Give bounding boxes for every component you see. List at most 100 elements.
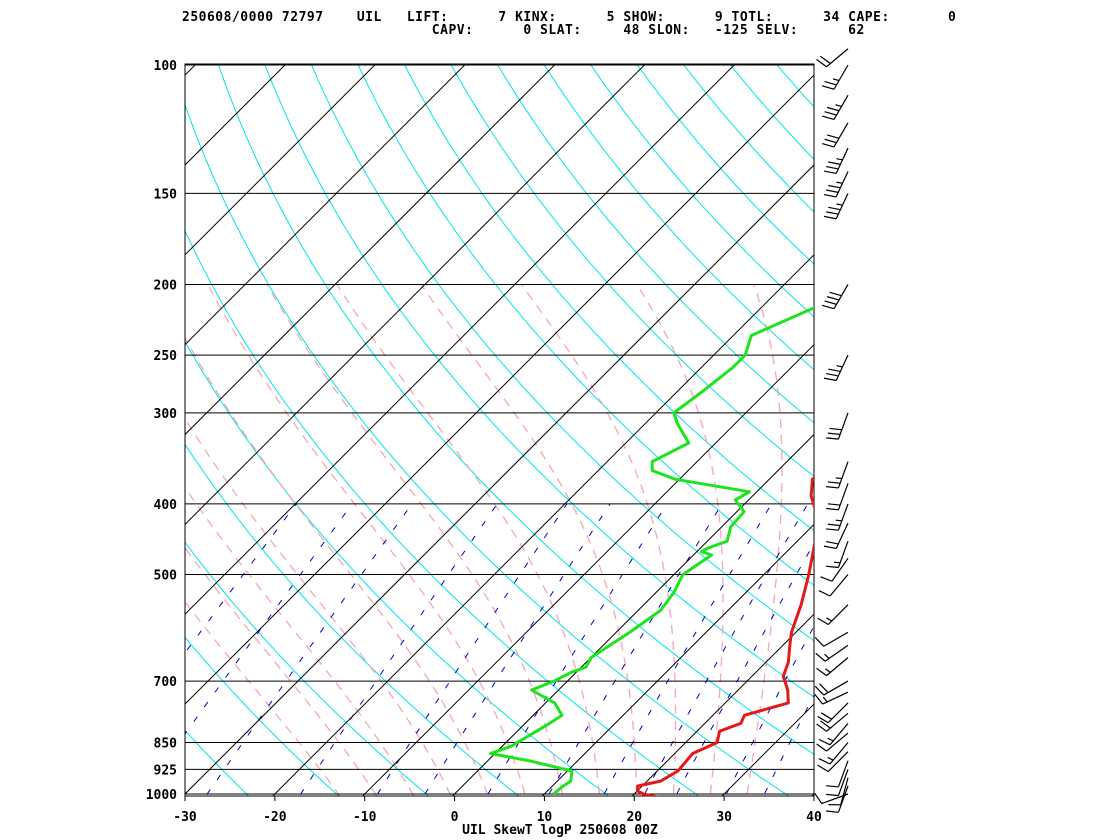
isotherm-line bbox=[185, 64, 736, 615]
moist-adiabat-line bbox=[185, 546, 378, 796]
mixing-ratio-line bbox=[642, 503, 809, 796]
pressure-tick-label: 250 bbox=[154, 349, 178, 364]
dry-adiabat-line bbox=[636, 64, 814, 265]
wind-barb bbox=[821, 284, 849, 310]
moist-adiabat-line bbox=[336, 284, 601, 796]
moist-adiabat-line bbox=[207, 284, 527, 796]
wind-barb bbox=[818, 574, 849, 597]
wind-barb bbox=[818, 722, 849, 746]
background-lines bbox=[0, 32, 1120, 810]
moist-adiabat-line bbox=[266, 284, 564, 796]
isotherm-line bbox=[361, 343, 814, 796]
isotherm-line bbox=[631, 613, 814, 796]
wind-barb bbox=[816, 48, 849, 68]
wind-barb bbox=[815, 644, 849, 662]
pressure-labels: 100 150 200 250 300 400 500 700 850 925 1000 bbox=[146, 59, 177, 803]
isotherm-line bbox=[451, 433, 814, 796]
dry-adiabat-line bbox=[185, 541, 430, 796]
temperature-tick-label: -10 bbox=[353, 810, 377, 825]
pressure-tick-label: 200 bbox=[154, 278, 178, 293]
plot-frame bbox=[184, 63, 815, 797]
temperature-labels: -30 -20 -10 0 10 20 30 40 bbox=[173, 796, 822, 825]
wind-barb bbox=[821, 94, 849, 121]
moist-adiabat-line bbox=[420, 284, 638, 796]
dry-adiabat-line bbox=[403, 64, 814, 532]
dry-adiabat-line bbox=[185, 443, 520, 796]
temperature-profile bbox=[636, 475, 814, 796]
dry-adiabat-line bbox=[310, 64, 814, 642]
wind-barb bbox=[816, 712, 849, 732]
moist-adiabat-line bbox=[185, 336, 489, 796]
wind-barb bbox=[814, 691, 849, 705]
dry-adiabat-line bbox=[795, 32, 1120, 810]
temperature-tick-label: 20 bbox=[626, 810, 642, 825]
wind-barbs bbox=[814, 48, 849, 813]
dry-adiabat-line bbox=[0, 32, 80, 810]
pressure-tick-label: 400 bbox=[154, 498, 178, 513]
isotherm-line bbox=[185, 164, 814, 795]
isotherm-line bbox=[272, 254, 814, 796]
isotherm-line bbox=[185, 64, 197, 76]
mixing-ratio-line bbox=[423, 503, 611, 796]
wind-barb bbox=[826, 503, 849, 531]
pressure-tick-label: 100 bbox=[154, 59, 178, 74]
isotherm-line bbox=[721, 703, 814, 796]
dry-adiabat-line bbox=[185, 636, 340, 796]
pressure-tick-label: 150 bbox=[154, 187, 178, 202]
moist-adiabat-line bbox=[520, 284, 677, 796]
mixing-ratio-line bbox=[486, 503, 668, 796]
mixing-ratio-line bbox=[724, 625, 814, 796]
mixing-ratio-line bbox=[205, 503, 413, 796]
wind-barb bbox=[814, 631, 849, 647]
dewpoint-profile bbox=[489, 306, 814, 796]
dry-adiabat-line bbox=[0, 32, 172, 810]
mixing-ratio-line bbox=[298, 503, 498, 796]
wind-barb bbox=[823, 171, 849, 198]
wind-barb bbox=[817, 751, 849, 773]
wind-barb bbox=[826, 483, 849, 511]
moist-adiabat-line bbox=[185, 600, 341, 796]
sounding-header-line-1: 250608/0000 72797 UIL LIFT: 7 KINX: 5 SH… bbox=[182, 10, 957, 25]
mixing-ratio-line bbox=[602, 503, 772, 796]
moist-adiabat-line bbox=[185, 417, 452, 796]
moist-adiabat-line bbox=[636, 284, 724, 796]
sounding-profiles bbox=[489, 306, 814, 796]
temperature-tick-label: 30 bbox=[716, 810, 732, 825]
mixing-ratio-line bbox=[675, 542, 814, 796]
temperature-tick-label: -20 bbox=[263, 810, 287, 825]
wind-barb bbox=[828, 777, 849, 806]
dry-adiabat-line bbox=[775, 64, 814, 108]
dry-adiabat-line bbox=[496, 64, 814, 424]
wind-barb bbox=[826, 540, 849, 569]
wind-barb bbox=[817, 604, 849, 626]
pressure-tick-label: 850 bbox=[154, 737, 178, 752]
isotherm-line bbox=[185, 64, 377, 256]
dry-adiabat-line bbox=[589, 64, 814, 318]
pressure-tick-label: 300 bbox=[154, 407, 178, 422]
wind-barb bbox=[823, 193, 849, 220]
dry-adiabat-line bbox=[840, 32, 1120, 810]
temperature-tick-label: -30 bbox=[173, 810, 197, 825]
wind-barb bbox=[826, 461, 849, 489]
pressure-tick-label: 500 bbox=[154, 569, 178, 584]
dry-adiabat-line bbox=[885, 32, 1120, 810]
wind-barb bbox=[826, 760, 849, 788]
dry-adiabat-line bbox=[185, 103, 790, 796]
wind-barb bbox=[823, 354, 849, 382]
isotherm-line bbox=[185, 64, 647, 526]
wind-barb bbox=[823, 147, 849, 175]
wind-barb bbox=[823, 522, 849, 550]
wind-barb bbox=[816, 732, 849, 752]
temperature-tick-label: 40 bbox=[806, 810, 822, 825]
wind-barb bbox=[816, 657, 849, 677]
isotherm-line bbox=[185, 74, 814, 705]
dry-adiabat-line bbox=[729, 64, 814, 161]
mixing-ratio-line bbox=[547, 503, 723, 796]
wind-barb bbox=[820, 557, 849, 582]
wind-barb bbox=[826, 785, 849, 813]
isotherm-line bbox=[0, 32, 139, 810]
temperature-tick-label: 0 bbox=[451, 810, 459, 825]
wind-barb bbox=[814, 680, 849, 696]
moist-adiabat-line bbox=[185, 486, 415, 796]
